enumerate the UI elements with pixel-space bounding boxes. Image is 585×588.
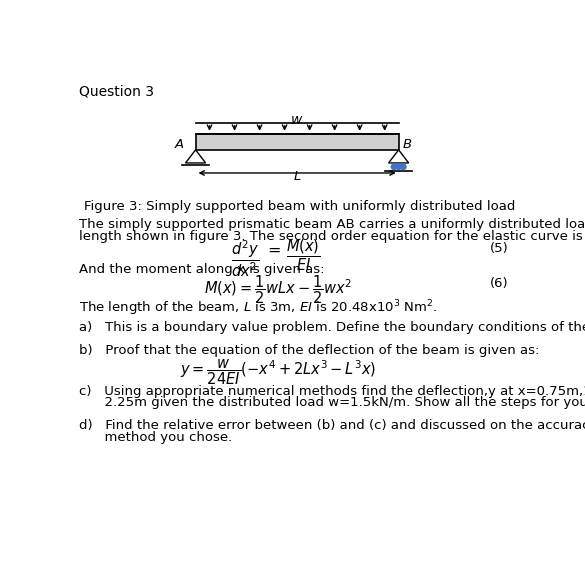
Text: length shown in figure 3. The second order equation for the elastic curve is giv: length shown in figure 3. The second ord… (80, 230, 585, 243)
Text: 2.25m given the distributed load w=1.5kN/m. Show all the steps for your calculat: 2.25m given the distributed load w=1.5kN… (80, 396, 585, 409)
Text: a)   This is a boundary value problem. Define the boundary conditions of the sys: a) This is a boundary value problem. Def… (80, 321, 585, 334)
Polygon shape (388, 150, 409, 163)
Text: b)   Proof that the equation of the deflection of the beam is given as:: b) Proof that the equation of the deflec… (80, 344, 540, 357)
Text: The length of the beam, $L$ is 3m, $EI$ is 20.48x10$^3$ Nm$^2$.: The length of the beam, $L$ is 3m, $EI$ … (80, 299, 438, 318)
Text: The simply supported prismatic beam AB carries a uniformly distributed load w pe: The simply supported prismatic beam AB c… (80, 218, 585, 232)
Text: (5): (5) (490, 242, 509, 255)
Text: d)   Find the relative error between (b) and (c) and discussed on the accuracy o: d) Find the relative error between (b) a… (80, 419, 585, 432)
Circle shape (396, 164, 401, 169)
Text: $w$: $w$ (290, 113, 304, 127)
Text: And the moment along x is given as:: And the moment along x is given as: (80, 263, 325, 276)
Text: $\dfrac{M(x)}{EI}$: $\dfrac{M(x)}{EI}$ (286, 238, 321, 273)
Circle shape (401, 164, 406, 169)
Text: $B$: $B$ (402, 138, 413, 151)
Circle shape (391, 164, 397, 169)
Text: Figure 3: Simply supported beam with uniformly distributed load: Figure 3: Simply supported beam with uni… (84, 200, 515, 213)
Text: c)   Using appropriate numerical methods find the deflection,y at x=0.75m,1.5m a: c) Using appropriate numerical methods f… (80, 385, 585, 397)
Text: $L$: $L$ (293, 170, 301, 183)
Text: $M(x) = \dfrac{1}{2}wLx - \dfrac{1}{2}wx^2$: $M(x) = \dfrac{1}{2}wLx - \dfrac{1}{2}wx… (204, 274, 353, 306)
Text: $\dfrac{d^2y}{dx^2}$: $\dfrac{d^2y}{dx^2}$ (231, 238, 259, 279)
Text: $y = \dfrac{w}{24EI}(-x^4 + 2Lx^3 - L^3x)$: $y = \dfrac{w}{24EI}(-x^4 + 2Lx^3 - L^3x… (180, 357, 377, 386)
Text: $=$: $=$ (264, 242, 281, 258)
Bar (195, 135, 398, 150)
Text: method you chose.: method you chose. (80, 431, 233, 444)
Text: Question 3: Question 3 (80, 85, 154, 98)
Text: $A$: $A$ (174, 138, 185, 151)
Polygon shape (185, 150, 206, 163)
Text: (6): (6) (490, 277, 509, 290)
